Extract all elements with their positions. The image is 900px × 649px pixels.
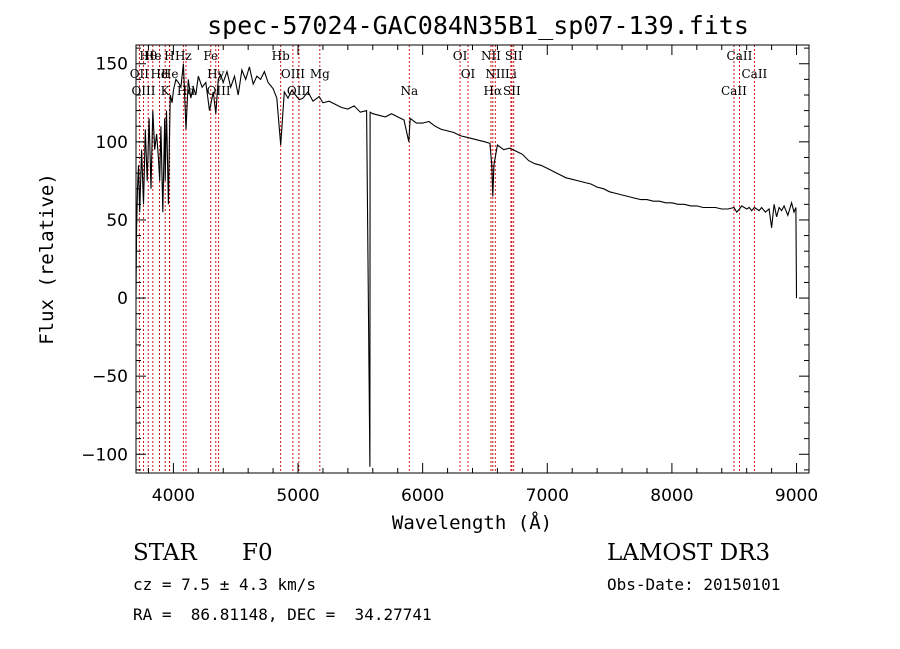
emission-label-nii: NII (481, 49, 501, 63)
emission-label-he: He (144, 49, 162, 63)
observation-date: Obs-Date: 20150101 (607, 575, 781, 594)
emission-label-mg: Mg (310, 67, 330, 81)
y-tick-label: −100 (81, 445, 128, 465)
x-tick-label: 6000 (401, 486, 444, 506)
emission-label-nii: NII (485, 67, 505, 81)
emission-label-oiii: OIII (287, 84, 311, 98)
y-tick-label: 100 (96, 133, 128, 153)
object-type: STAR (133, 540, 197, 566)
emission-label-oiii: OIII (131, 84, 155, 98)
emission-label-oi: OI (461, 67, 476, 81)
emission-label-li: Li (505, 67, 517, 81)
emission-label-oiii: OIII (281, 67, 305, 81)
x-tick-label: 5000 (276, 486, 319, 506)
chart-title: spec-57024-GAC084N35B1_sp07-139.fits (207, 11, 749, 40)
emission-label-oiii: OIII (207, 84, 231, 98)
emission-label-caii: CaII (741, 67, 767, 81)
emission-label-k: K (161, 84, 171, 98)
emission-label-fe: Fe (203, 49, 218, 63)
emission-label-sii: SII (505, 49, 523, 63)
x-axis-label: Wavelength (Å) (392, 511, 552, 534)
emission-line-markers (138, 45, 755, 473)
spectrum-series-line (135, 63, 798, 467)
emission-label-hy: Hy (207, 67, 224, 81)
emission-label-hd: Hd (150, 67, 168, 81)
redshift-value: cz = 7.5 ± 4.3 km/s (133, 575, 317, 594)
x-tick-label: 9000 (775, 486, 818, 506)
emission-line-labels: HθOIIOIIIHeHdKHHeHdHzHyOIIIFeOIIIOIIIHbM… (130, 49, 768, 98)
x-tick-label: 7000 (526, 486, 569, 506)
y-tick-label: 50 (106, 211, 128, 231)
y-tick-label: 150 (96, 55, 128, 75)
y-tick-label: −50 (92, 367, 128, 387)
emission-label-caii: CaII (721, 84, 747, 98)
x-axis-ticks: 4000 5000 6000 7000 8000 9000 (147, 45, 818, 506)
plot-frame (135, 44, 810, 474)
coordinates: RA = 86.81148, DEC = 34.27741 (133, 605, 432, 624)
survey-name: LAMOST DR3 (607, 540, 771, 566)
emission-label-hb: Hb (272, 49, 290, 63)
emission-label-sii: SII (503, 84, 521, 98)
emission-label-hα: Hα (484, 84, 503, 98)
y-tick-label: 0 (117, 289, 128, 309)
y-axis-ticks: −100 −50 0 50 100 150 (81, 47, 809, 471)
x-tick-label: 8000 (650, 486, 693, 506)
emission-label-oi: OI (453, 49, 468, 63)
emission-label-oii: OII (130, 67, 150, 81)
object-subclass: F0 (242, 540, 273, 566)
x-tick-label: 4000 (152, 486, 195, 506)
y-axis-label: Flux (relative) (36, 173, 58, 345)
emission-label-caii: CaII (727, 49, 753, 63)
emission-label-na: Na (400, 84, 418, 98)
emission-label-hθ: Hθ (139, 49, 157, 63)
emission-label-hz: Hz (175, 49, 192, 63)
emission-label-he: He (161, 67, 179, 81)
emission-label-h: H (164, 49, 174, 63)
